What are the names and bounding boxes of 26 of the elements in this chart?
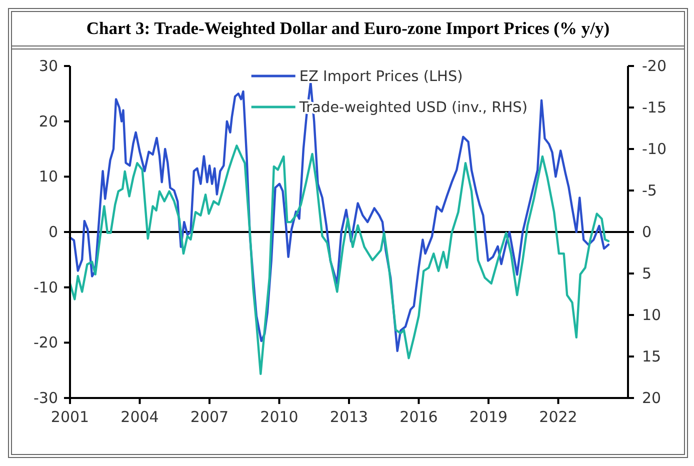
y-tick-label: -20: [34, 334, 58, 352]
x-tick-label: 2013: [330, 408, 368, 426]
legend-label: EZ Import Prices (LHS): [299, 69, 463, 85]
x-tick-label: 2007: [190, 408, 229, 426]
y2-tick-label: -5: [642, 182, 657, 200]
y-tick-label: -10: [34, 278, 58, 296]
y2-tick-label: 15: [642, 348, 662, 366]
y2-tick-label: -15: [642, 98, 666, 116]
y-tick-label: 0: [48, 223, 58, 241]
y2-tick-label: 0: [642, 223, 652, 241]
y-tick-label: 30: [38, 57, 58, 75]
y2-tick-label: -20: [642, 57, 666, 75]
x-tick-label: 2004: [120, 408, 159, 426]
y2-tick-label: 10: [642, 306, 662, 324]
chart-title: Chart 3: Trade-Weighted Dollar and Euro-zone Import Prices (% y/y): [86, 18, 610, 38]
x-tick-label: 2022: [539, 408, 578, 426]
y2-tick-label: 5: [642, 264, 652, 282]
y-tick-label: 10: [38, 168, 58, 186]
y2-tick-label: -10: [642, 140, 666, 158]
x-tick-label: 2016: [400, 408, 438, 426]
x-tick-label: 2010: [260, 408, 298, 426]
y-tick-label: 20: [38, 112, 58, 130]
y2-tick-label: 20: [642, 389, 662, 407]
x-tick-label: 2019: [469, 408, 508, 426]
y-tick-label: -30: [34, 389, 58, 407]
x-tick-label: 2001: [50, 408, 90, 426]
